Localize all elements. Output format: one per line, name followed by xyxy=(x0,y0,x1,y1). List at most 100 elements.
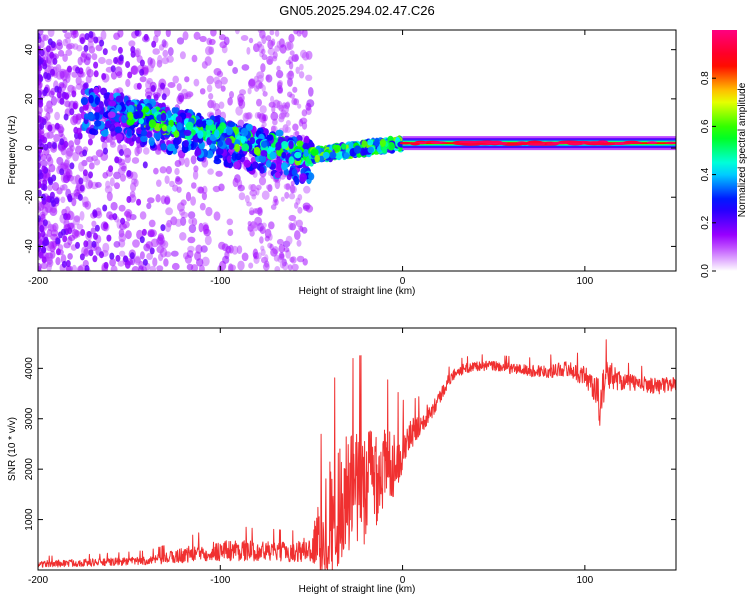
spectrogram-cell xyxy=(119,250,126,257)
spectrogram-cell xyxy=(84,265,90,271)
spectrogram-cell xyxy=(59,168,65,176)
spectrogram-cell xyxy=(126,196,132,203)
spectrogram-cell xyxy=(126,170,132,177)
spectrogram-cell xyxy=(66,42,75,50)
spectrogram-y-tick-label: 0 xyxy=(24,145,35,151)
spectrogram-cell xyxy=(234,30,240,35)
snr-y-tick-label: 3000 xyxy=(24,407,35,430)
spectrogram-cell xyxy=(226,155,233,164)
spectrogram-cell xyxy=(65,49,73,56)
spectrogram-cell xyxy=(305,74,313,82)
spectrogram-cell xyxy=(138,118,144,125)
spectrogram-x-tick-label: 0 xyxy=(400,276,406,287)
spectrogram-cell xyxy=(76,223,84,230)
spectrogram-cell xyxy=(82,83,88,91)
spectrogram-cell xyxy=(83,240,89,248)
spectrogram-cell xyxy=(310,148,319,156)
spectrogram-cell xyxy=(67,193,72,201)
spectrogram-cell xyxy=(130,182,137,192)
spectrogram-cell xyxy=(68,234,76,241)
spectrogram-cell xyxy=(191,182,197,189)
spectrogram-cell xyxy=(72,151,79,162)
spectrogram-cell xyxy=(117,30,124,38)
spectrogram-cell xyxy=(199,88,206,95)
spectrogram-cell xyxy=(184,254,192,264)
spectrogram-cell xyxy=(110,65,116,73)
spectrogram-cell xyxy=(38,96,44,104)
spectrogram-cell xyxy=(286,72,292,80)
spectrogram-cell xyxy=(136,82,142,90)
spectrogram-x-axis-title: Height of straight line (km) xyxy=(299,286,416,297)
spectrogram-cell xyxy=(47,38,53,46)
spectrogram-cell xyxy=(54,197,60,205)
spectrogram-cell xyxy=(248,37,254,44)
spectrogram-cell xyxy=(288,214,297,222)
spectrogram-cell xyxy=(148,137,155,146)
spectrogram-cell xyxy=(362,148,368,156)
spectrogram-cell xyxy=(118,54,124,62)
spectrogram-cell xyxy=(201,256,210,267)
spectrogram-cell xyxy=(248,184,253,191)
spectrogram-cell xyxy=(127,104,134,114)
spectrogram-cell xyxy=(64,92,70,100)
spectrogram-cell xyxy=(62,30,68,34)
spectrogram-cell xyxy=(164,222,172,233)
spectrogram-cell xyxy=(259,105,267,114)
spectrogram-cell xyxy=(153,167,159,175)
colorbar-tick-label: 0.8 xyxy=(700,71,711,85)
spectrogram-cell xyxy=(261,222,267,229)
spectrogram-cell xyxy=(139,211,147,220)
spectrogram-cell xyxy=(86,68,94,78)
spectrogram-cell xyxy=(38,200,42,210)
spectrogram-y-tick-label: -20 xyxy=(24,190,35,205)
spectrogram-cell xyxy=(47,184,53,191)
spectrogram-cell xyxy=(53,133,60,143)
spectrogram-cell xyxy=(237,260,245,271)
spectrogram-cell xyxy=(179,51,186,60)
spectrogram-cell xyxy=(248,79,256,89)
spectrogram-cell xyxy=(59,97,65,105)
spectrogram-cell xyxy=(194,148,202,156)
spectrogram-cell xyxy=(71,264,78,271)
spectrogram-cell xyxy=(152,257,158,267)
spectrogram-cell xyxy=(217,140,224,147)
spectrogram-cell xyxy=(76,127,82,135)
spectrogram-cell xyxy=(218,34,226,41)
spectrogram-cell xyxy=(164,175,170,184)
spectrogram-cell xyxy=(257,30,263,34)
spectrogram-cell xyxy=(160,112,167,122)
spectrogram-cell xyxy=(120,173,126,182)
spectrogram-cell xyxy=(87,138,93,146)
spectrogram-cell xyxy=(38,189,42,197)
spectrogram-cell xyxy=(185,121,194,131)
spectrogram-cell xyxy=(190,196,197,206)
spectrogram-cell xyxy=(106,191,113,202)
spectrogram-cell xyxy=(67,253,73,260)
snr-panel: -200 -100 0 100 1000 2000 3000 4000 Height of … xyxy=(7,327,677,595)
snr-x-axis-title: Height of straight line (km) xyxy=(299,584,416,595)
spectrogram-cell xyxy=(240,127,249,137)
spectrogram-cell xyxy=(246,47,251,55)
spectrogram-cell xyxy=(61,260,67,268)
spectrogram-cell xyxy=(40,159,48,168)
spectrogram-cell xyxy=(38,169,43,176)
spectrogram-cell xyxy=(165,207,174,216)
spectrogram-cell xyxy=(136,103,143,112)
spectrogram-cell xyxy=(38,150,41,158)
spectrogram-cell xyxy=(46,229,52,238)
spectrogram-cell xyxy=(237,93,245,103)
spectrogram-cell xyxy=(55,71,64,80)
spectrogram-cell xyxy=(126,118,135,126)
spectrogram-cell xyxy=(150,238,159,248)
spectrogram-cell xyxy=(267,134,273,141)
spectrogram-cell xyxy=(113,241,121,248)
spectrogram-cell xyxy=(272,99,281,109)
snr-series-line xyxy=(38,339,676,570)
spectrogram-cell xyxy=(72,102,78,110)
spectrogram-cell xyxy=(284,191,290,199)
spectrogram-cell xyxy=(247,226,254,232)
spectrogram-cell xyxy=(52,222,59,232)
spectrogram-cell xyxy=(646,141,658,144)
spectrogram-cell xyxy=(177,202,185,212)
spectrogram-cell xyxy=(119,149,124,156)
